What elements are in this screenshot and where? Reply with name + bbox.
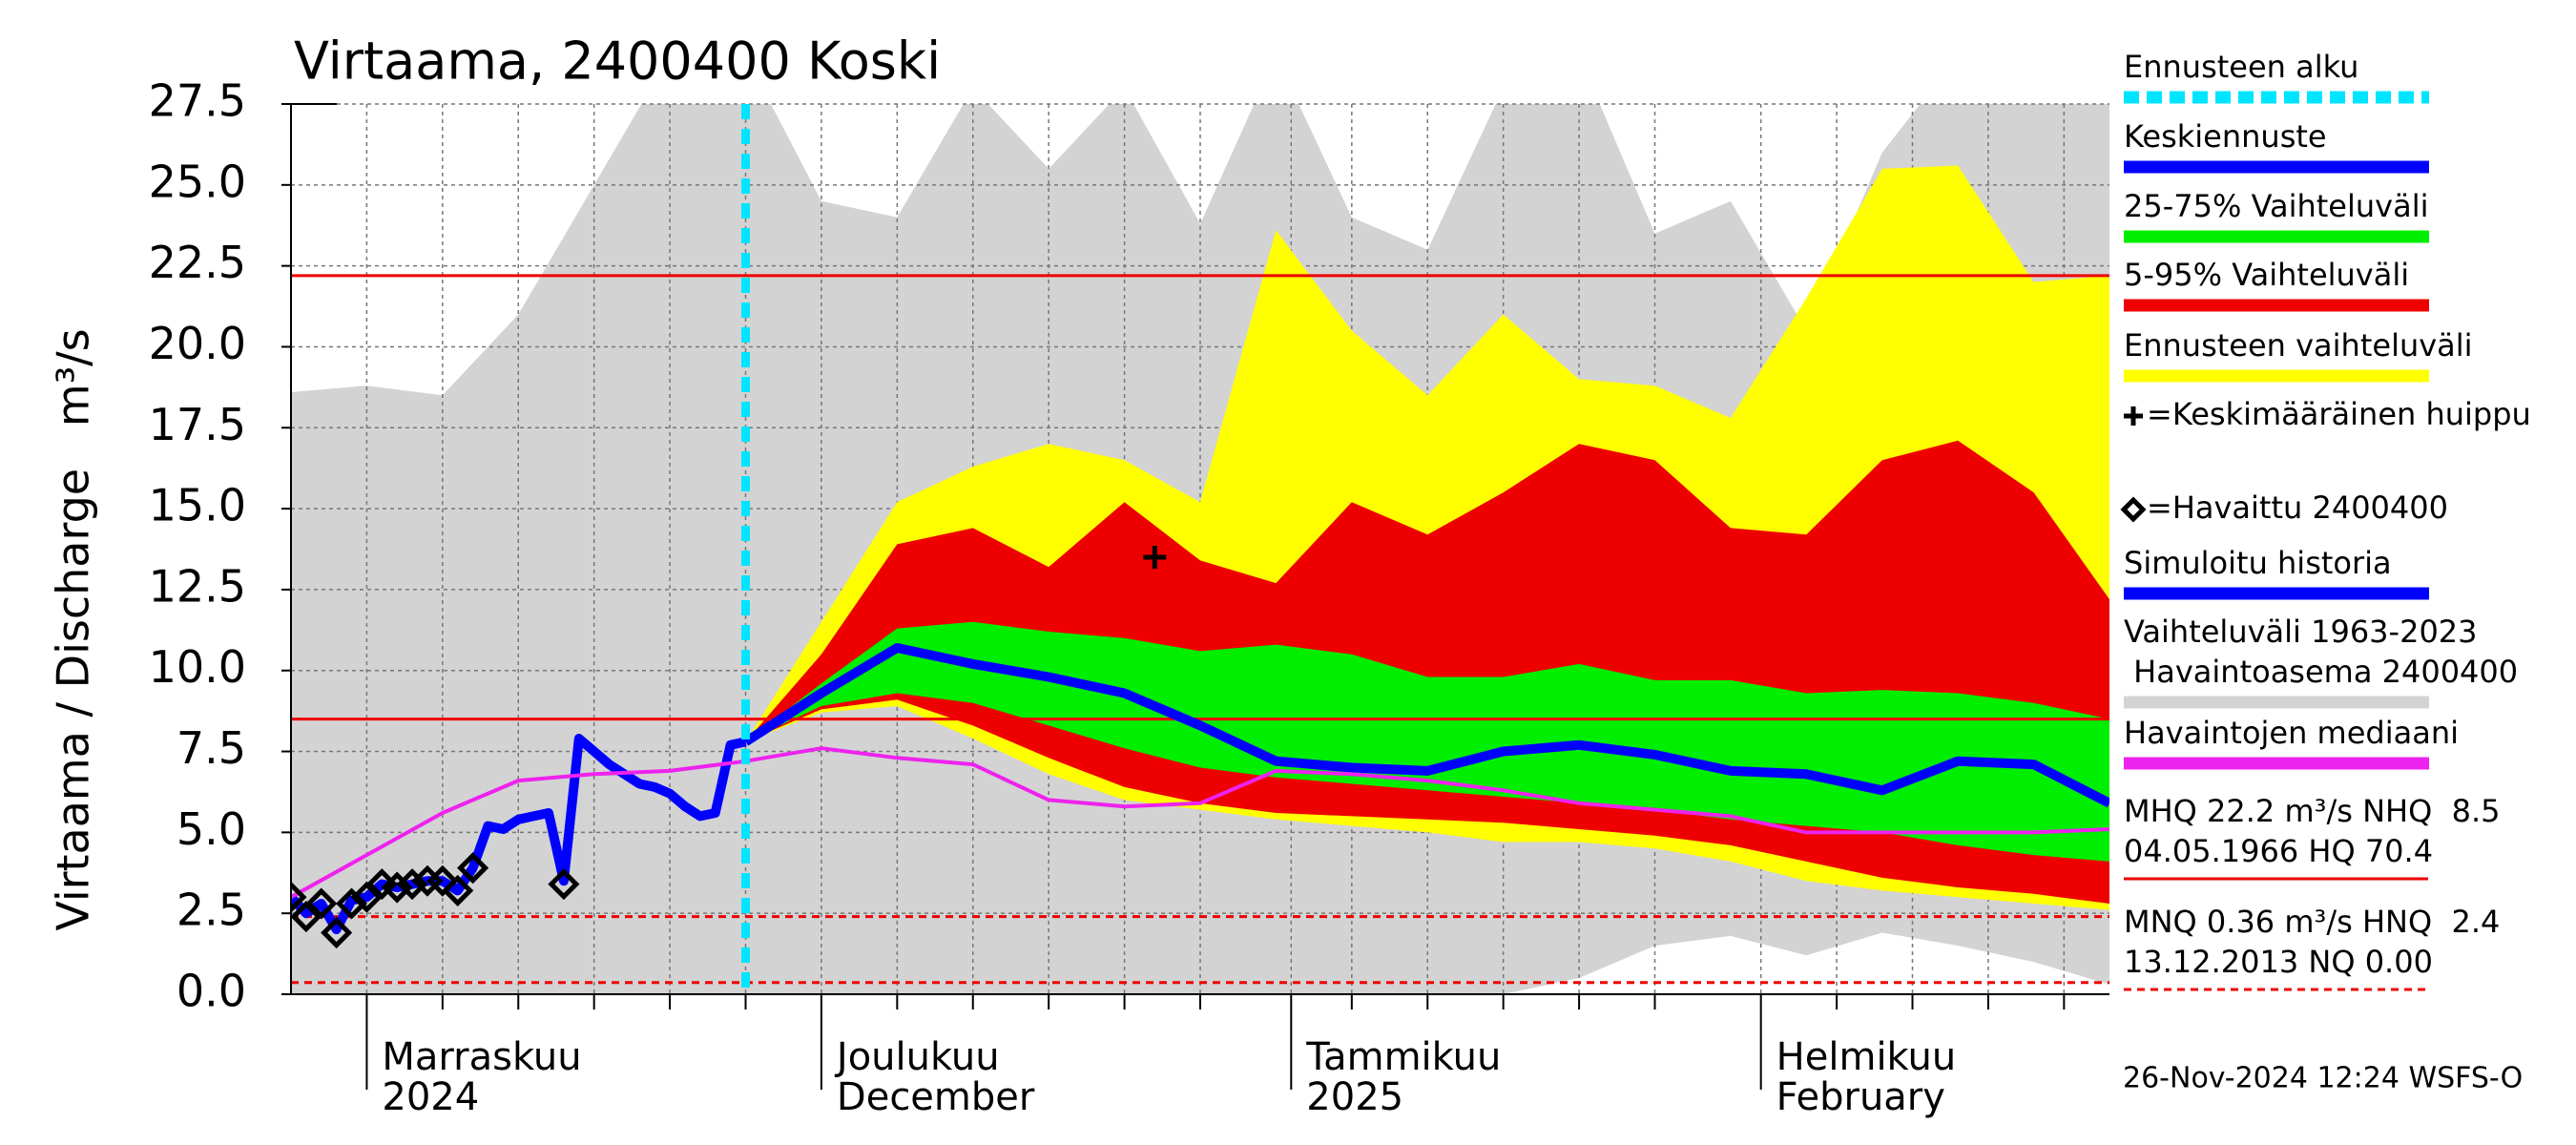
x-tick-label: Marraskuu (382, 1035, 581, 1079)
legend-label: Ennusteen vaihteluväli (2124, 327, 2473, 364)
plot-lines (291, 104, 2109, 994)
chart-title: Virtaama, 2400400 Koski (294, 31, 941, 92)
observed-marker (291, 881, 307, 913)
series-line (742, 643, 2109, 808)
series-line (291, 746, 2109, 899)
legend-label: Keskiennuste (2124, 118, 2327, 155)
reference-label: 13.12.2013 NQ 0.00 (2124, 944, 2433, 980)
y-tick-label: 12.5 (149, 560, 246, 612)
peak-marker (1143, 545, 1167, 569)
y-tick-label: 5.0 (177, 803, 246, 855)
legend-label: Ennusteen alku (2124, 49, 2358, 85)
reference-label: MNQ 0.36 m³/s HNQ 2.4 (2124, 904, 2500, 940)
x-tick-label-2: 2024 (382, 1075, 479, 1119)
y-tick-label: 2.5 (177, 885, 246, 936)
x-tick-label: Helmikuu (1776, 1035, 1957, 1079)
legend-label: =Keskimääräinen huippu (2147, 396, 2531, 432)
reference-label: 04.05.1966 HQ 70.4 (2124, 833, 2433, 869)
y-tick-label: 25.0 (149, 156, 246, 207)
y-tick-label: 20.0 (149, 318, 246, 369)
y-tick-label: 7.5 (177, 722, 246, 774)
legend-label: Simuloitu historia (2124, 545, 2392, 581)
y-axis-label: Virtaama / Discharge m³/s (48, 328, 99, 930)
legend-label: Vaihteluväli 1963-2023 (2124, 614, 2478, 650)
observed-marker (305, 887, 338, 920)
legend-label: =Havaittu 2400400 (2147, 489, 2448, 526)
legend-label: Havaintoasema 2400400 (2124, 654, 2518, 690)
y-tick-label: 15.0 (149, 480, 246, 531)
observed-marker (442, 874, 474, 906)
legend: Ennusteen alku Keskiennuste 25-75% Vaihtel… (2120, 49, 2531, 991)
reference-label: MHQ 22.2 m³/s NHQ 8.5 (2124, 793, 2501, 829)
series-line (291, 734, 747, 935)
x-tick-label-2: February (1776, 1075, 1945, 1119)
observed-marker (381, 871, 413, 904)
x-tick-label-2: December (837, 1075, 1035, 1119)
observed-marker (321, 917, 353, 949)
y-tick-label: 10.0 (149, 641, 246, 693)
legend-label: 25-75% Vaihteluväli (2124, 188, 2428, 224)
observed-marker (426, 864, 459, 897)
axes: 0.0 2.5 5.0 7.5 10.0 12.5 15.0 17.5 20.0 22.5 25.0… (149, 75, 2109, 1119)
y-tick-label: 17.5 (149, 399, 246, 450)
x-tick-label: Joulukuu (834, 1035, 1000, 1079)
observed-marker (548, 868, 580, 901)
legend-label: 5-95% Vaihteluväli (2124, 257, 2409, 293)
legend-symbol (2124, 406, 2143, 426)
y-tick-label: 27.5 (149, 75, 246, 127)
y-tick-label: 0.0 (177, 966, 246, 1017)
observed-marker (457, 852, 489, 885)
footer: 26-Nov-2024 12:24 WSFS-O (2123, 1062, 2523, 1095)
legend-label: Havaintojen mediaani (2124, 715, 2459, 751)
y-tick-label: 22.5 (149, 237, 246, 288)
x-tick-label-2: 2025 (1306, 1075, 1403, 1119)
legend-symbol (2120, 496, 2147, 523)
observed-marker (396, 868, 428, 901)
x-tick-label: Tammikuu (1305, 1035, 1501, 1079)
